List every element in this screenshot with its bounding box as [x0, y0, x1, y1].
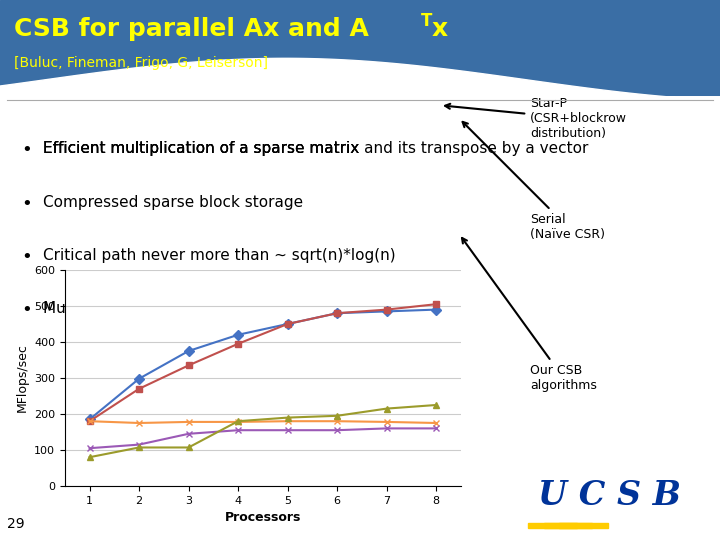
Text: CSB for parallel Ax and A: CSB for parallel Ax and A: [14, 17, 369, 42]
Text: [Buluc, Fineman, Frigo, G, Leiserson]: [Buluc, Fineman, Frigo, G, Leiserson]: [14, 56, 269, 70]
Text: Efficient multiplication of a sparse matrix: Efficient multiplication of a sparse mat…: [43, 141, 364, 157]
Text: Efficient multiplication of a sparse matrix and its transpose by a vector: Efficient multiplication of a sparse mat…: [43, 141, 588, 157]
Text: T: T: [421, 12, 433, 30]
Bar: [528, 523, 577, 528]
Text: x: x: [432, 17, 448, 42]
Y-axis label: MFlops/sec: MFlops/sec: [15, 343, 28, 413]
Text: Star-P
(CSR+blockrow
distribution): Star-P (CSR+blockrow distribution): [445, 97, 627, 140]
Text: Multicore / multisocket architectures: Multicore / multisocket architectures: [43, 301, 323, 316]
X-axis label: Processors: Processors: [225, 511, 301, 524]
Text: Critical path never more than ~ sqrt(n)*log(n): Critical path never more than ~ sqrt(n)*…: [43, 248, 396, 263]
Text: •: •: [22, 194, 32, 213]
Text: Our CSB
algorithms: Our CSB algorithms: [462, 238, 597, 392]
Text: 29: 29: [7, 517, 24, 531]
Text: Serial
(Naïve CSR): Serial (Naïve CSR): [463, 122, 605, 241]
Text: Efficient multiplication of a sparse matrix: Efficient multiplication of a sparse mat…: [43, 141, 364, 157]
Text: U C S B: U C S B: [538, 479, 681, 512]
Text: •: •: [22, 301, 32, 319]
Text: •: •: [22, 141, 32, 159]
Bar: [559, 523, 608, 528]
Bar: [544, 523, 593, 528]
Text: •: •: [22, 248, 32, 266]
Text: Compressed sparse block storage: Compressed sparse block storage: [43, 194, 303, 210]
